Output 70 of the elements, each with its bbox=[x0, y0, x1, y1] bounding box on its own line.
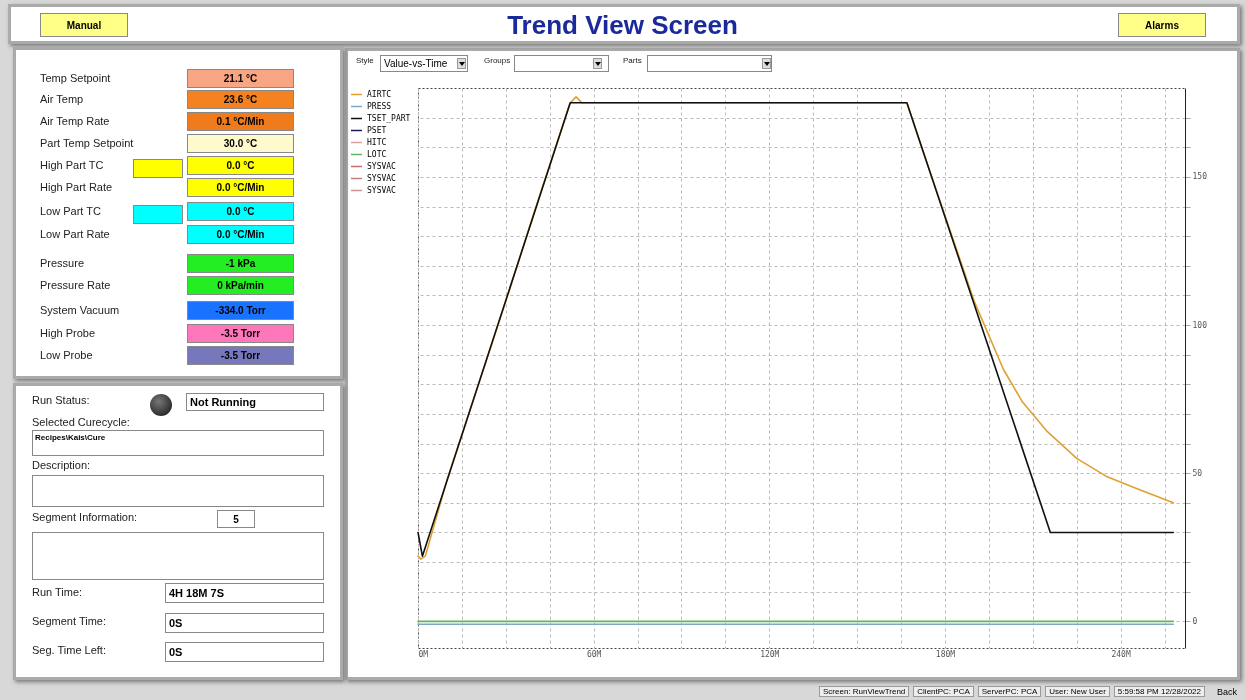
text: 0.0 °C bbox=[187, 202, 294, 221]
text: Low Part Rate bbox=[40, 228, 110, 240]
text: 5 bbox=[217, 510, 255, 528]
x-tick-label: 60M bbox=[586, 649, 602, 659]
text: Description: bbox=[32, 459, 91, 471]
text: Pressure Rate bbox=[40, 279, 111, 291]
text: -334.0 Torr bbox=[187, 301, 294, 320]
text: 0.1 °C/Min bbox=[187, 112, 294, 131]
text: 0.0 °C/Min bbox=[187, 225, 294, 244]
text: Air Temp Rate bbox=[40, 115, 110, 127]
text: Not Running bbox=[186, 393, 324, 411]
text: High Part Rate bbox=[40, 181, 113, 193]
text: 30.0 °C bbox=[187, 134, 294, 153]
text: Recipes\Kais\Cure bbox=[32, 430, 324, 456]
text: Pressure bbox=[40, 257, 85, 269]
text: System Vacuum bbox=[40, 304, 120, 316]
y-tick-label: 0 bbox=[1192, 616, 1198, 626]
text: Run Status: bbox=[32, 394, 90, 406]
text: Air Temp bbox=[40, 93, 84, 105]
text: 0.0 °C bbox=[187, 156, 294, 175]
text: Selected Curecycle: bbox=[32, 416, 130, 428]
text: Screen: RunViewTrend bbox=[819, 686, 910, 697]
x-tick-label: 0M bbox=[418, 649, 429, 659]
y-tick-label: 150 bbox=[1192, 172, 1208, 182]
text: 0.0 °C/Min bbox=[187, 178, 294, 197]
text: 0S bbox=[165, 642, 324, 662]
text: Temp Setpoint bbox=[40, 72, 111, 84]
legend-label: PRESS bbox=[367, 101, 392, 111]
legend-label: SYSVAC bbox=[367, 185, 397, 195]
x-tick-label: 180M bbox=[935, 649, 956, 659]
text: Seg. Time Left: bbox=[32, 644, 106, 656]
text: Low Probe bbox=[40, 349, 93, 361]
legend-label: SYSVAC bbox=[367, 161, 397, 171]
text: Trend View Screen bbox=[507, 10, 738, 40]
text: Segment Information: bbox=[32, 511, 138, 523]
text: Part Temp Setpoint bbox=[40, 137, 134, 149]
legend-label: LOTC bbox=[367, 149, 387, 159]
legend-label: PSET bbox=[367, 125, 387, 135]
x-tick-label: 120M bbox=[760, 649, 780, 659]
text: 0S bbox=[165, 613, 324, 633]
text: Run Time: bbox=[32, 586, 83, 598]
text: 23.6 °C bbox=[187, 90, 294, 109]
text: High Probe bbox=[40, 327, 96, 339]
text: 4H 18M 7S bbox=[165, 583, 324, 603]
text: ClientPC: PCA bbox=[913, 686, 974, 697]
text: -3.5 Torr bbox=[187, 346, 294, 365]
legend-label: TSET_PART bbox=[367, 113, 411, 123]
y-tick-label: 100 bbox=[1192, 320, 1208, 330]
text: Manual bbox=[40, 13, 128, 37]
y-tick-label: 50 bbox=[1192, 468, 1203, 478]
text: Groups bbox=[484, 56, 511, 65]
legend-label: HITC bbox=[367, 137, 387, 147]
text: Style bbox=[356, 56, 374, 65]
text: Value-vs-Time bbox=[380, 55, 468, 72]
text: Alarms bbox=[1118, 13, 1206, 37]
text: -3.5 Torr bbox=[187, 324, 294, 343]
x-tick-label: 240M bbox=[1111, 649, 1131, 659]
legend-label: SYSVAC bbox=[367, 173, 397, 183]
text: Segment Time: bbox=[32, 615, 106, 627]
text: ServerPC: PCA bbox=[977, 686, 1042, 697]
text: 21.1 °C bbox=[187, 69, 294, 88]
text: Parts bbox=[623, 56, 642, 65]
text: Low Part TC bbox=[40, 205, 101, 217]
text: User: New User bbox=[1045, 686, 1110, 697]
text: High Part TC bbox=[40, 159, 104, 171]
text: 0 kPa/min bbox=[187, 276, 294, 295]
text: Back bbox=[1216, 686, 1237, 697]
text: -1 kPa bbox=[187, 254, 294, 273]
text: 5:59:58 PM 12/28/2022 bbox=[1113, 686, 1205, 697]
legend-label: AIRTC bbox=[367, 89, 392, 99]
